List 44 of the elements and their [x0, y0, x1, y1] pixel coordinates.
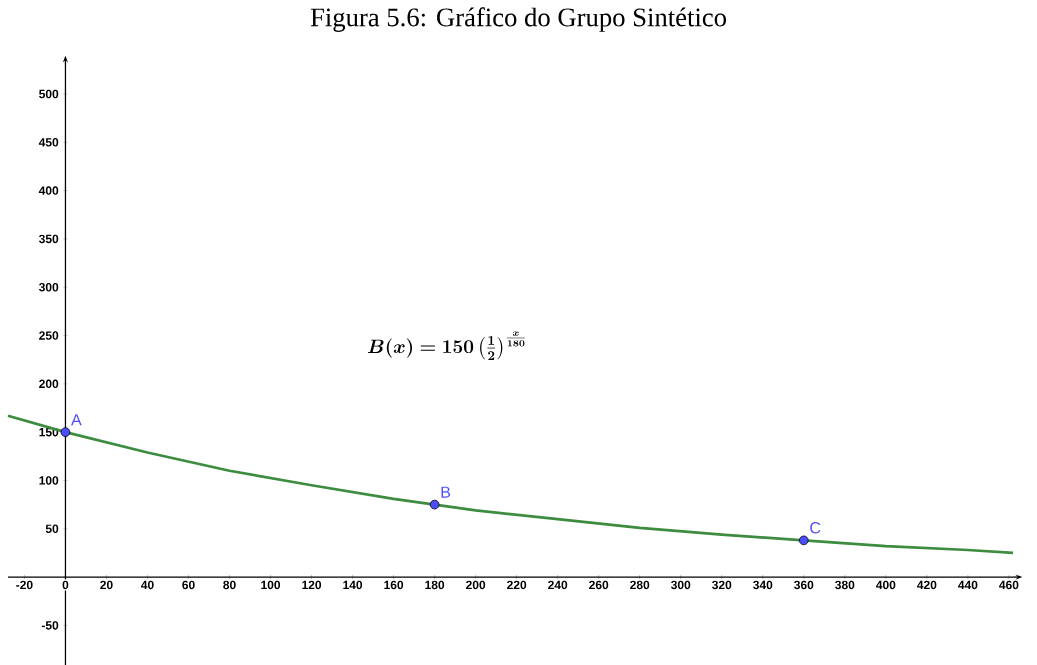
x-tick-label: 160	[384, 580, 404, 590]
x-tick-label: 80	[223, 580, 236, 590]
line-series	[6, 414, 1015, 555]
x-tick-label: -20	[16, 580, 33, 590]
annotation: C	[810, 522, 821, 534]
x-tick-label: 440	[958, 580, 978, 590]
x-tick-label: 240	[548, 580, 568, 590]
y-tick-label: 250	[39, 331, 59, 340]
annotation: $\boldsymbol{B(x) = 150\left(\frac{1}{2}\right)^{\frac{x}{180}}}$	[367, 331, 525, 361]
x-tick-label: 20	[100, 580, 113, 590]
y-tick-label: 200	[39, 379, 59, 389]
x-tick-label: 0	[62, 580, 69, 590]
chart-title: Figura 5.6: Gráfico do Grupo Sintético	[310, 7, 726, 32]
y-tick-label: 350	[38, 234, 59, 244]
x-tick-label: 200	[466, 580, 486, 590]
x-tick-label: 180	[425, 580, 445, 590]
y-tick-label: 300	[38, 282, 59, 292]
y-tick-label: 100	[39, 476, 59, 485]
x-tick-label: 60	[182, 580, 195, 590]
x-tick-label: 100	[261, 580, 281, 590]
y-tick-label: 50	[45, 524, 59, 534]
x-tick-label: 120	[302, 580, 322, 590]
point	[799, 535, 809, 546]
y-tick-label: -50	[41, 621, 59, 630]
x-tick-label: 280	[630, 580, 650, 590]
x-tick-label: 400	[876, 580, 896, 590]
x-tick-label: 380	[835, 580, 855, 590]
x-tick-label: 360	[794, 580, 814, 590]
y-tick-label: 450	[38, 138, 59, 147]
x-tick-label: 420	[917, 580, 937, 590]
point	[60, 427, 71, 437]
y-tick-label: 500	[39, 89, 59, 99]
x-tick-label: 320	[712, 580, 732, 590]
x-tick-label: 40	[140, 580, 154, 590]
y-tick-label: 400	[38, 186, 59, 195]
x-tick-label: 220	[507, 580, 527, 590]
x-tick-label: 340	[753, 580, 773, 590]
x-tick-label: 260	[589, 580, 609, 590]
x-tick-label: 140	[343, 580, 363, 590]
x-tick-label: 460	[999, 580, 1019, 590]
annotation: A	[71, 414, 82, 426]
point	[429, 499, 440, 510]
annotation: B	[441, 486, 451, 498]
x-tick-label: 300	[671, 580, 691, 590]
